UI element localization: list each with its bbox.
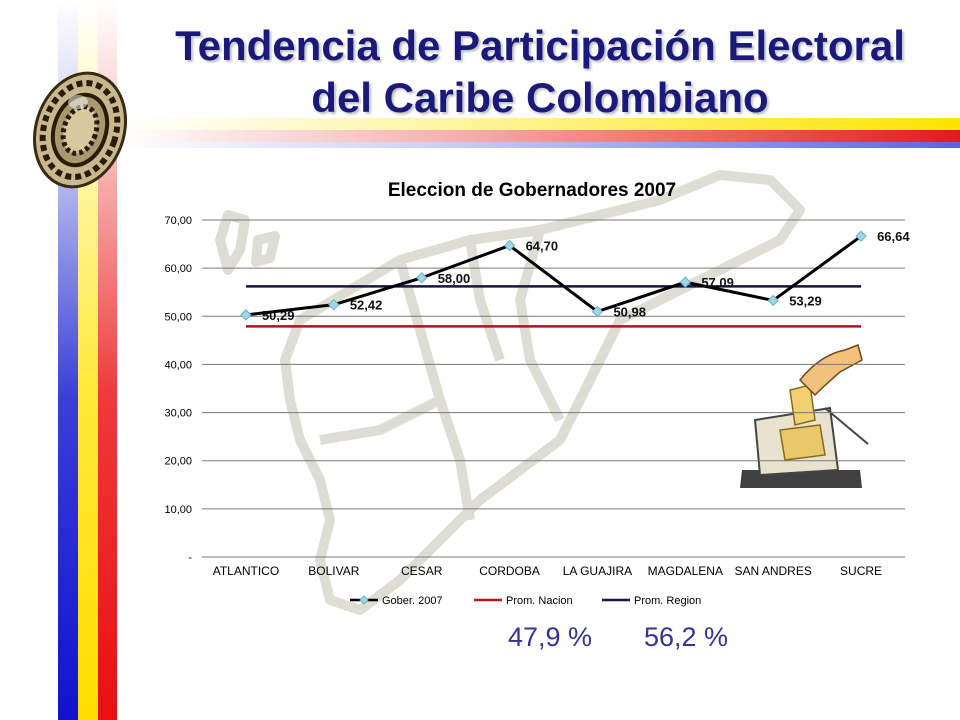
data-point-marker — [767, 294, 779, 307]
series-lines — [240, 230, 867, 328]
x-tick-label: SUCRE — [840, 564, 882, 578]
data-label: 66,64 — [877, 229, 910, 244]
x-tick-label: MAGDALENA — [648, 564, 723, 578]
series-gober-2007-line — [245, 234, 862, 317]
data-point-marker — [240, 309, 252, 321]
data-label: 52,42 — [350, 298, 383, 313]
legend-label: Prom. Nacion — [506, 595, 573, 607]
data-label: 50,98 — [613, 305, 646, 320]
y-tick-label: 60,00 — [164, 263, 192, 275]
y-tick-label: - — [188, 552, 192, 564]
legend-marker — [359, 595, 369, 605]
data-point-marker — [503, 239, 516, 252]
x-tick-label: CORDOBA — [479, 564, 540, 578]
y-axis: - 10,00 20,00 30,00 40,00 50,00 60,00 70,00 — [164, 215, 905, 564]
header-stripe-yellow — [118, 118, 960, 130]
slide-title: Tendencia de Participación Electoral del… — [150, 20, 930, 124]
data-point-marker — [328, 298, 340, 311]
data-label: 57,09 — [701, 275, 734, 290]
slide-title-line2: del Caribe Colombiano — [311, 74, 769, 121]
slide-title-line1: Tendencia de Participación Electoral — [175, 22, 905, 69]
x-tick-label: CESAR — [401, 564, 443, 578]
legend: Gober. 2007 Prom. Nacion Prom. Region — [350, 595, 701, 607]
y-tick-label: 10,00 — [164, 504, 192, 516]
header-stripe-red — [118, 130, 960, 142]
ballot-box-illustration — [735, 340, 870, 490]
data-label: 58,00 — [438, 271, 471, 286]
sombrero-vueltiao-icon — [32, 71, 128, 189]
x-tick-label: LA GUAJIRA — [563, 564, 632, 578]
x-axis: ATLANTICO BOLIVAR CESAR CORDOBA LA GUAJIRA MA… — [213, 564, 882, 578]
data-point-marker — [415, 272, 428, 284]
data-labels: 50,29 52,42 58,00 64,70 50,98 57,09 53,29 66,64 — [262, 229, 910, 323]
data-label: 64,70 — [526, 239, 559, 254]
regional-average-value: 56,2 % — [644, 622, 729, 652]
y-tick-label: 40,00 — [164, 359, 192, 371]
data-point-marker — [855, 230, 867, 242]
y-tick-label: 70,00 — [164, 215, 192, 227]
data-point-marker — [591, 305, 604, 318]
data-label: 53,29 — [789, 293, 822, 308]
data-point-marker — [679, 276, 692, 288]
y-tick-label: 50,00 — [164, 311, 192, 323]
x-tick-label: ATLANTICO — [213, 564, 279, 578]
legend-label: Prom. Region — [634, 595, 701, 607]
x-tick-label: SAN ANDRES — [735, 564, 812, 578]
national-average-value: 47,9 % — [508, 622, 593, 652]
data-label: 50,29 — [262, 308, 295, 323]
chart-title: Eleccion de Gobernadores 2007 — [388, 180, 676, 201]
x-tick-label: BOLIVAR — [308, 564, 359, 578]
header-stripe-blue — [118, 142, 960, 148]
flag-stripe-red — [98, 0, 117, 720]
legend-label: Gober. 2007 — [382, 595, 443, 607]
y-tick-label: 30,00 — [164, 408, 192, 420]
y-tick-label: 20,00 — [164, 456, 192, 468]
